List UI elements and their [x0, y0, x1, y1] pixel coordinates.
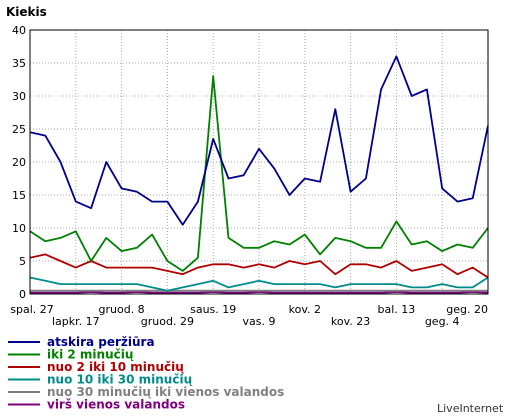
x-tick-label: gruod. 8	[99, 303, 145, 316]
y-tick-label: 30	[12, 90, 26, 103]
credit-label: LiveInternet	[437, 402, 504, 415]
x-tick-label: saus. 19	[190, 303, 236, 316]
x-tick-label: lapkr. 17	[52, 315, 100, 328]
x-tick-label: bal. 13	[378, 303, 416, 316]
y-tick-label: 15	[12, 189, 26, 202]
y-tick-label: 10	[12, 222, 26, 235]
legend-label: nuo 2 iki 10 minučių	[47, 360, 184, 374]
legend-label: nuo 10 iki 30 minučių	[47, 373, 193, 387]
y-tick-label: 40	[12, 24, 26, 37]
plot-frame	[29, 29, 489, 295]
legend-label: iki 2 minučių	[47, 348, 134, 362]
y-tick-label: 20	[12, 156, 26, 169]
series-line	[29, 55, 489, 226]
series-line	[29, 276, 489, 292]
y-tick-label: 0	[19, 288, 26, 301]
legend-label: atskira peržiūra	[47, 335, 155, 349]
y-tick-label: 25	[12, 123, 26, 136]
series-line	[29, 75, 489, 272]
x-tick-label: vas. 9	[243, 315, 276, 328]
x-tick-label: geg. 20	[446, 303, 488, 316]
x-tick-label: kov. 23	[331, 315, 370, 328]
x-tick-label: kov. 2	[289, 303, 321, 316]
y-axis-ticks: 0 5 10 15 20 25 30 35 40	[12, 24, 26, 301]
series-line	[30, 291, 489, 294]
grid	[30, 30, 488, 294]
y-tick-label: 35	[12, 57, 26, 70]
legend-label: virš vienos valandos	[47, 398, 185, 412]
series-lines	[29, 55, 489, 294]
y-tick-label: 5	[19, 255, 26, 268]
x-tick-label: spal. 27	[10, 303, 54, 316]
y-axis-title: Kiekis	[6, 5, 47, 19]
series-line	[29, 253, 489, 279]
x-tick-label: geg. 4	[425, 315, 460, 328]
x-tick-label: gruod. 29	[141, 315, 194, 328]
legend-label: nuo 30 minučių iki vienos valandos	[47, 385, 284, 399]
